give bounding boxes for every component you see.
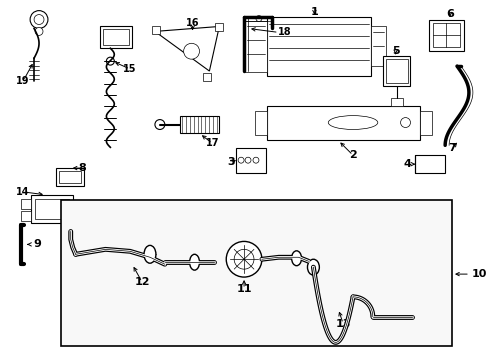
Bar — [21, 211, 31, 221]
Bar — [254, 111, 266, 135]
Circle shape — [226, 242, 262, 277]
Circle shape — [252, 157, 259, 163]
Text: 2: 2 — [348, 150, 356, 160]
Bar — [215, 23, 223, 31]
Text: 6: 6 — [445, 9, 453, 19]
Text: 7: 7 — [447, 143, 455, 153]
Bar — [203, 73, 211, 81]
Bar — [103, 30, 129, 45]
Text: 3: 3 — [227, 157, 235, 167]
Text: 12: 12 — [134, 277, 149, 287]
Bar — [266, 106, 420, 140]
Bar — [415, 155, 444, 173]
Circle shape — [400, 118, 409, 127]
Ellipse shape — [189, 254, 199, 270]
Bar — [61, 200, 451, 346]
Bar — [428, 19, 463, 51]
Text: 10: 10 — [471, 269, 487, 279]
Circle shape — [30, 10, 48, 28]
Bar — [59, 171, 81, 183]
Text: 11: 11 — [236, 284, 251, 294]
Bar — [370, 27, 385, 66]
Circle shape — [183, 43, 199, 59]
Text: 1: 1 — [310, 6, 318, 17]
Bar — [152, 27, 160, 35]
Bar — [390, 98, 402, 106]
Bar — [21, 199, 31, 209]
Bar — [420, 111, 431, 135]
Circle shape — [238, 157, 244, 163]
Text: 19: 19 — [17, 76, 30, 86]
Bar — [266, 17, 370, 76]
Ellipse shape — [144, 246, 156, 263]
Bar — [100, 27, 132, 48]
Circle shape — [244, 157, 250, 163]
Circle shape — [234, 249, 253, 269]
Circle shape — [35, 27, 43, 35]
Polygon shape — [155, 27, 219, 71]
Text: 9: 9 — [33, 239, 41, 249]
Bar — [35, 199, 69, 219]
Bar — [432, 23, 459, 47]
Circle shape — [255, 15, 262, 22]
Bar — [236, 148, 265, 173]
Circle shape — [106, 57, 114, 65]
Bar — [382, 56, 409, 86]
Text: 18: 18 — [277, 27, 291, 37]
Text: 15: 15 — [123, 64, 137, 74]
Bar — [31, 195, 73, 222]
Text: 13: 13 — [335, 319, 350, 329]
Circle shape — [155, 120, 164, 130]
Ellipse shape — [307, 259, 319, 275]
Text: 5: 5 — [391, 46, 399, 56]
Ellipse shape — [327, 116, 377, 130]
Bar — [244, 21, 266, 72]
Bar — [179, 116, 219, 134]
Circle shape — [34, 14, 44, 24]
Ellipse shape — [291, 251, 301, 266]
Text: 8: 8 — [79, 163, 86, 173]
Bar — [56, 168, 83, 186]
Text: 14: 14 — [17, 187, 30, 197]
Text: 17: 17 — [205, 138, 219, 148]
Bar — [385, 59, 407, 83]
Text: 16: 16 — [185, 18, 199, 28]
Text: 4: 4 — [403, 159, 410, 169]
